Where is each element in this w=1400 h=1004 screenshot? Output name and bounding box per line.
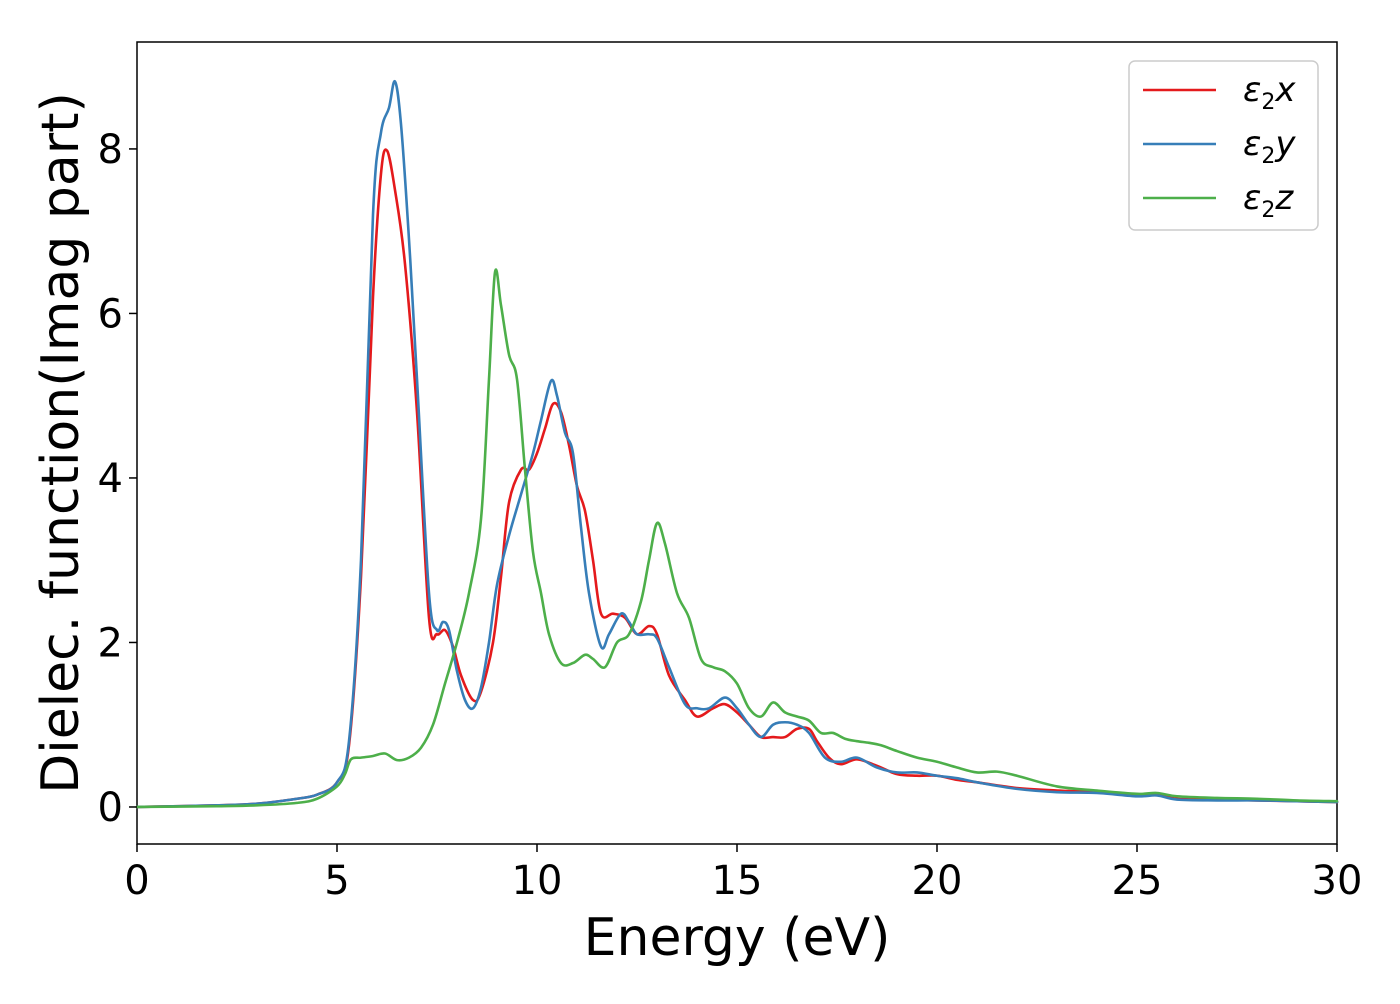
x-tick-label: 15 <box>712 858 763 904</box>
series-line-y <box>135 80 1339 809</box>
series-lines <box>135 80 1339 809</box>
legend-label-z: ε2z <box>1243 178 1294 223</box>
legend-label-x: ε2x <box>1243 70 1296 115</box>
x-tick-label: 30 <box>1312 858 1363 904</box>
legend-box <box>1128 60 1319 231</box>
x-tick-label: 0 <box>124 858 149 904</box>
y-tick-label: 0 <box>98 785 123 831</box>
y-tick-label: 4 <box>98 456 123 502</box>
x-tick-label: 25 <box>1112 858 1163 904</box>
legend-label-y: ε2y <box>1243 124 1296 169</box>
y-tick-label: 6 <box>98 291 123 337</box>
x-axis-label: Energy (eV) <box>584 908 891 968</box>
x-axis-ticks: 0 5 10 15 20 25 30 <box>124 844 1362 904</box>
y-tick-label: 8 <box>98 127 123 173</box>
x-tick-label: 10 <box>512 858 563 904</box>
legend: ε2x ε2y ε2z <box>1128 60 1319 231</box>
x-tick-label: 5 <box>324 858 349 904</box>
series-line-z <box>135 268 1339 809</box>
x-tick-label: 20 <box>912 858 963 904</box>
y-tick-label: 2 <box>98 620 123 666</box>
y-axis-ticks: 0 2 4 6 8 <box>98 127 137 831</box>
y-axis-label: Dielec. function(Imag part) <box>31 92 91 794</box>
